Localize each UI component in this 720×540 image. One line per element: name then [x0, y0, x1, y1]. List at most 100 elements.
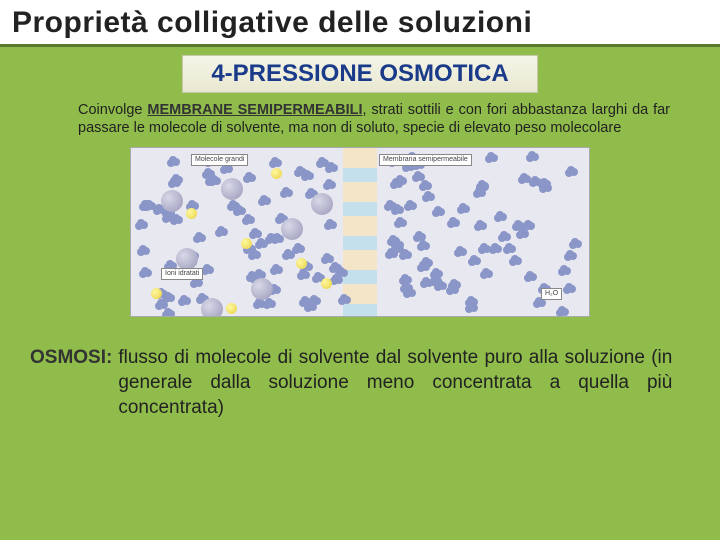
- water-molecule: [272, 264, 280, 272]
- water-molecule: [401, 249, 409, 257]
- water-molecule: [448, 284, 456, 292]
- water-molecule: [188, 200, 196, 208]
- water-molecule: [265, 298, 273, 306]
- water-molecule: [217, 226, 225, 234]
- water-molecule: [432, 268, 440, 276]
- water-molecule: [257, 238, 265, 246]
- water-molecule: [301, 296, 309, 304]
- water-molecule: [424, 191, 432, 199]
- water-molecule: [567, 166, 575, 174]
- large-molecule: [176, 248, 198, 270]
- water-molecule: [393, 204, 401, 212]
- water-molecule: [303, 170, 311, 178]
- definition-label: OSMOSI:: [30, 346, 112, 371]
- hydrated-ion: [151, 288, 162, 299]
- water-molecule: [482, 268, 490, 276]
- large-molecule: [161, 190, 183, 212]
- water-molecule: [244, 214, 252, 222]
- intro-keyterm: MEMBRANE SEMIPERMEABILI: [147, 102, 362, 118]
- water-molecule: [419, 261, 427, 269]
- large-molecule: [311, 193, 333, 215]
- water-molecule: [141, 267, 149, 275]
- water-molecule: [566, 250, 574, 258]
- water-molecule: [405, 287, 413, 295]
- water-molecule: [491, 243, 499, 251]
- water-molecule: [332, 274, 340, 282]
- hydrated-ion: [271, 168, 282, 179]
- definition-block: OSMOSI: flusso di molecole di solvente d…: [0, 332, 720, 430]
- water-molecule: [250, 249, 258, 257]
- water-molecule: [172, 174, 180, 182]
- water-molecule: [195, 232, 203, 240]
- water-molecule: [203, 264, 211, 272]
- membrane: [343, 148, 377, 316]
- water-molecule: [318, 157, 326, 165]
- water-molecule: [180, 295, 188, 303]
- water-molecule: [565, 283, 573, 291]
- water-molecule: [139, 245, 147, 253]
- water-molecule: [406, 200, 414, 208]
- water-molecule: [137, 219, 145, 227]
- water-molecule: [169, 156, 177, 164]
- water-molecule: [172, 214, 180, 222]
- water-molecule: [511, 255, 519, 263]
- water-molecule: [480, 243, 488, 251]
- water-molecule: [326, 219, 334, 227]
- water-molecule: [524, 220, 532, 228]
- diagram-label: H₂O: [541, 288, 562, 300]
- water-molecule: [456, 246, 464, 254]
- water-molecule: [271, 157, 279, 165]
- water-molecule: [260, 195, 268, 203]
- water-molecule: [487, 152, 495, 160]
- water-molecule: [164, 212, 172, 220]
- membrane-pore: [343, 270, 377, 284]
- water-molecule: [401, 274, 409, 282]
- diagram-label: Ioni idratati: [161, 268, 203, 280]
- intro-prefix: Coinvolge: [78, 102, 147, 118]
- hydrated-ion: [321, 278, 332, 289]
- title-bar: Proprietà colligative delle soluzioni: [0, 0, 720, 47]
- water-molecule: [476, 220, 484, 228]
- water-molecule: [419, 240, 427, 248]
- water-molecule: [164, 308, 172, 316]
- water-molecule: [421, 180, 429, 188]
- water-molecule: [560, 265, 568, 273]
- water-molecule: [210, 175, 218, 183]
- osmosis-diagram: Molecole grandi Membrana semipermeabile Io…: [130, 147, 590, 317]
- page-title: Proprietà colligative delle soluzioni: [12, 6, 708, 40]
- large-molecule: [281, 218, 303, 240]
- large-molecule: [201, 298, 223, 317]
- water-molecule: [514, 220, 522, 228]
- membrane-pore: [343, 236, 377, 250]
- water-molecule: [157, 299, 165, 307]
- large-molecule: [221, 178, 243, 200]
- water-molecule: [235, 205, 243, 213]
- intro-paragraph: Coinvolge MEMBRANE SEMIPERMEABILI, strat…: [0, 97, 720, 145]
- water-molecule: [571, 238, 579, 246]
- membrane-pore: [343, 304, 377, 317]
- hydrated-ion: [186, 208, 197, 219]
- diagram-label: Membrana semipermeabile: [379, 154, 472, 166]
- water-molecule: [526, 271, 534, 279]
- membrane-pore: [343, 168, 377, 182]
- water-molecule: [325, 179, 333, 187]
- water-molecule: [531, 176, 539, 184]
- water-molecule: [558, 306, 566, 314]
- water-molecule: [496, 211, 504, 219]
- water-molecule: [422, 277, 430, 285]
- water-molecule: [467, 302, 475, 310]
- water-molecule: [505, 243, 513, 251]
- hydrated-ion: [226, 303, 237, 314]
- water-molecule: [166, 260, 174, 268]
- water-molecule: [518, 228, 526, 236]
- water-molecule: [323, 253, 331, 261]
- water-molecule: [327, 162, 335, 170]
- diagram-label: Molecole grandi: [191, 154, 248, 166]
- water-molecule: [449, 217, 457, 225]
- water-molecule: [470, 255, 478, 263]
- subtitle: 4-PRESSIONE OSMOTICA: [182, 55, 537, 93]
- water-molecule: [331, 262, 339, 270]
- diagram-container: Molecole grandi Membrana semipermeabile Io…: [0, 145, 720, 332]
- water-molecule: [392, 178, 400, 186]
- water-molecule: [541, 182, 549, 190]
